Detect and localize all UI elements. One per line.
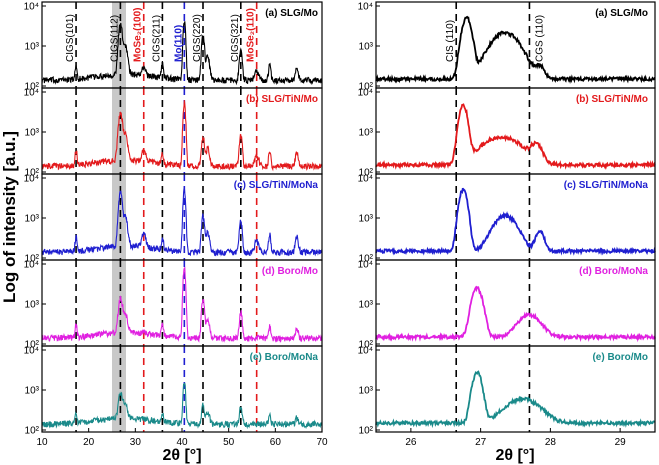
series-line: [41, 382, 323, 430]
reference-label: CIGS(101): [65, 14, 76, 62]
y-tick-label: 10³: [25, 42, 40, 53]
shaded-region: [112, 2, 126, 432]
right-chart-zoom-range: 10² 10³ 10⁴ (a) SLG/Mo 10² 10³ 10⁴ (b) SLG/TiN/…: [358, 1, 656, 448]
series-label: (d) Boro/Mo: [262, 266, 318, 277]
x-tick-label: 30: [130, 437, 142, 448]
x-axis-label-left: 2θ [°]: [162, 447, 201, 464]
reference-label: Mo(110): [173, 25, 184, 62]
series-line: [375, 370, 656, 429]
x-tick-label: 40: [176, 437, 188, 448]
series-label: (a) SLG/Mo: [595, 8, 648, 19]
x-tick-label: 10: [36, 437, 48, 448]
y-tick-label: 10⁴: [24, 260, 39, 271]
panel-frame: [375, 345, 656, 433]
series-line: [375, 285, 656, 343]
y-tick-label: 10²: [25, 254, 40, 265]
x-axis-label-right: 2θ [°]: [495, 447, 534, 464]
series-line: [375, 15, 656, 85]
series-label: (b) SLG/TiN/Mo: [576, 94, 648, 105]
reference-label: CIGS(321): [230, 14, 241, 62]
y-tick-label: 10²: [25, 168, 40, 179]
y-tick-label: 10²: [25, 340, 40, 351]
y-tick-label: 10⁴: [24, 346, 39, 357]
series-label: (d) Boro/MoNa: [579, 266, 648, 277]
series-label: (e) Boro/Mo: [592, 352, 648, 363]
y-tick-label: 10³: [25, 300, 40, 311]
x-tick-label: 26: [405, 437, 417, 448]
reference-label: CIS (110): [445, 20, 456, 62]
x-tick-label: 20: [83, 437, 95, 448]
y-tick-label: 10⁴: [358, 2, 373, 13]
series-line: [41, 186, 323, 257]
series-label: (b) SLG/TiN/Mo: [246, 94, 318, 105]
y-tick-label: 10⁴: [358, 88, 373, 99]
reference-label: CGS (110): [534, 15, 545, 62]
y-tick-label: 10²: [359, 426, 374, 437]
x-tick-label: 29: [615, 437, 627, 448]
y-tick-label: 10²: [25, 82, 40, 93]
y-tick-label: 10³: [359, 128, 374, 139]
x-tick-label: 28: [545, 437, 557, 448]
reference-label: MoSe₂(110): [246, 8, 257, 62]
y-tick-label: 10³: [25, 128, 40, 139]
reference-label: CIGS(211): [151, 15, 162, 62]
y-tick-label: 10⁴: [358, 174, 373, 185]
series-line: [41, 100, 323, 172]
x-tick-label: 50: [223, 437, 235, 448]
series-label: (e) Boro/MoNa: [250, 352, 319, 363]
y-tick-label: 10⁴: [24, 2, 39, 13]
y-tick-label: 10²: [359, 168, 374, 179]
reference-label: MoSe₂(100): [133, 8, 144, 62]
y-tick-label: 10⁴: [24, 174, 39, 185]
y-tick-label: 10³: [25, 386, 40, 397]
reference-label: CIGS(112): [109, 15, 120, 62]
left-chart-full-range: 10² 10³ 10⁴ (a) SLG/Mo 10² 10³ 10⁴ (b) SLG/TiN/…: [24, 1, 328, 448]
y-tick-label: 10⁴: [358, 260, 373, 271]
series-label: (c) SLG/TiN/MoNa: [234, 180, 319, 191]
y-tick-label: 10³: [359, 300, 374, 311]
y-tick-label: 10²: [359, 254, 374, 265]
series-line: [375, 187, 656, 256]
y-tick-label: 10³: [359, 386, 374, 397]
y-tick-label: 10⁴: [358, 346, 373, 357]
series-line: [41, 266, 323, 343]
series-label: (a) SLG/Mo: [265, 8, 318, 19]
y-tick-label: 10²: [25, 426, 40, 437]
series-line: [375, 103, 656, 171]
x-tick-label: 70: [316, 437, 328, 448]
x-tick-label: 27: [475, 437, 487, 448]
y-tick-label: 10⁴: [24, 88, 39, 99]
y-tick-label: 10³: [359, 214, 374, 225]
y-axis-label: Log of intensity [a.u.]: [0, 131, 19, 303]
y-tick-label: 10³: [359, 42, 374, 53]
y-tick-label: 10²: [359, 340, 374, 351]
series-line: [41, 21, 323, 86]
y-tick-label: 10³: [25, 214, 40, 225]
reference-label: CIGS(220): [192, 14, 203, 62]
series-label: (c) SLG/TiN/MoNa: [564, 180, 649, 191]
y-tick-label: 10²: [359, 82, 374, 93]
x-tick-label: 60: [270, 437, 282, 448]
axis-titles: Log of intensity [a.u.] 2θ [°] 2θ [°]: [0, 131, 535, 464]
